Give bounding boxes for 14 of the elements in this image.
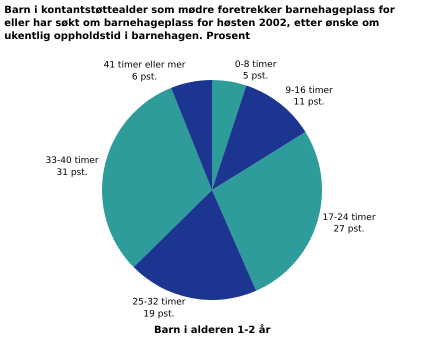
slice-label: 41 timer eller mer — [104, 60, 186, 71]
slice-label: 25-32 timer — [132, 298, 186, 308]
chart-title: Barn i kontantstøttealder som mødre foretrekker barnehageplass for eller har søkt om barnehageplass for høsten 2002, etter ønske om ukentlig oppholdstid i barnehagen. Prosent — [4, 5, 395, 42]
data-label: 27 pst. — [333, 224, 365, 234]
slice-label: 0-8 timer — [234, 60, 277, 70]
data-label: 31 pst. — [56, 168, 88, 178]
data-label: 6 pst. — [132, 72, 158, 82]
slice-label: 33-40 timer — [46, 156, 99, 166]
text: Barn i alderen 1-2 år — [154, 324, 271, 336]
data-label: 5 pst. — [242, 72, 268, 82]
data-label: 11 pst. — [294, 98, 325, 108]
slice-label: 17-24 timer — [322, 212, 376, 223]
slice-label: 9-16 timer — [285, 86, 334, 96]
data-label: 19 pst. — [143, 309, 174, 320]
